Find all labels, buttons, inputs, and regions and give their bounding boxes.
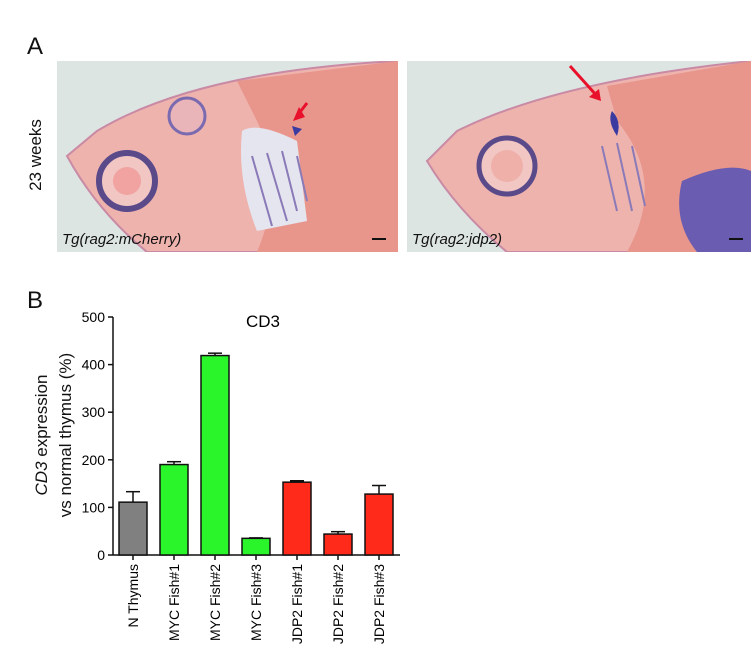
histology-drawing [65, 61, 398, 252]
x-tick-label: JDP2 Fish#3 [371, 564, 387, 644]
panel-a-letter: A [27, 33, 44, 60]
bar-jdp2-fish-1 [282, 481, 312, 556]
x-tick-label: MYC Fish#2 [207, 564, 223, 641]
row-label: 23 weeks [26, 119, 45, 191]
y-tick-label: 400 [82, 357, 106, 373]
x-tick-label: MYC Fish#1 [166, 564, 182, 641]
panel-b-letter: B [27, 287, 44, 314]
image-label-mcherry: Tg(rag2:mCherry) [62, 231, 182, 248]
scale-bar [729, 238, 743, 240]
y-tick-label: 0 [97, 547, 105, 563]
y-tick-label: 500 [82, 309, 106, 325]
chart-title: CD3 [246, 312, 280, 331]
bar-myc-fish-1 [159, 463, 189, 556]
y-tick-label: 100 [82, 499, 106, 515]
histology-image-mcherry: Tg(rag2:mCherry) [57, 61, 398, 252]
bar-myc-fish-3 [241, 537, 271, 556]
bar-chart: CD3 0 100 200 300 400 500 N Thymus MYC Fish#1 MYC… [82, 309, 400, 644]
bar-jdp2-fish-3 [364, 493, 394, 556]
x-tick-label: JDP2 Fish#2 [330, 564, 346, 644]
y-tick-label: 300 [82, 404, 106, 420]
histology-drawing [425, 61, 751, 252]
bar-myc-fish-2 [200, 354, 230, 556]
bar-n-thymus [118, 501, 148, 556]
x-tick-label: MYC Fish#3 [248, 564, 264, 641]
bar-jdp2-fish-2 [323, 533, 353, 556]
scale-bar [372, 238, 386, 240]
x-tick-label: N Thymus [125, 564, 141, 628]
histology-image-jdp2: Tg(rag2:jdp2) [407, 61, 751, 252]
image-label-jdp2: Tg(rag2:jdp2) [412, 231, 503, 248]
x-tick-label: JDP2 Fish#1 [289, 564, 305, 644]
y-tick-label: 200 [82, 452, 106, 468]
